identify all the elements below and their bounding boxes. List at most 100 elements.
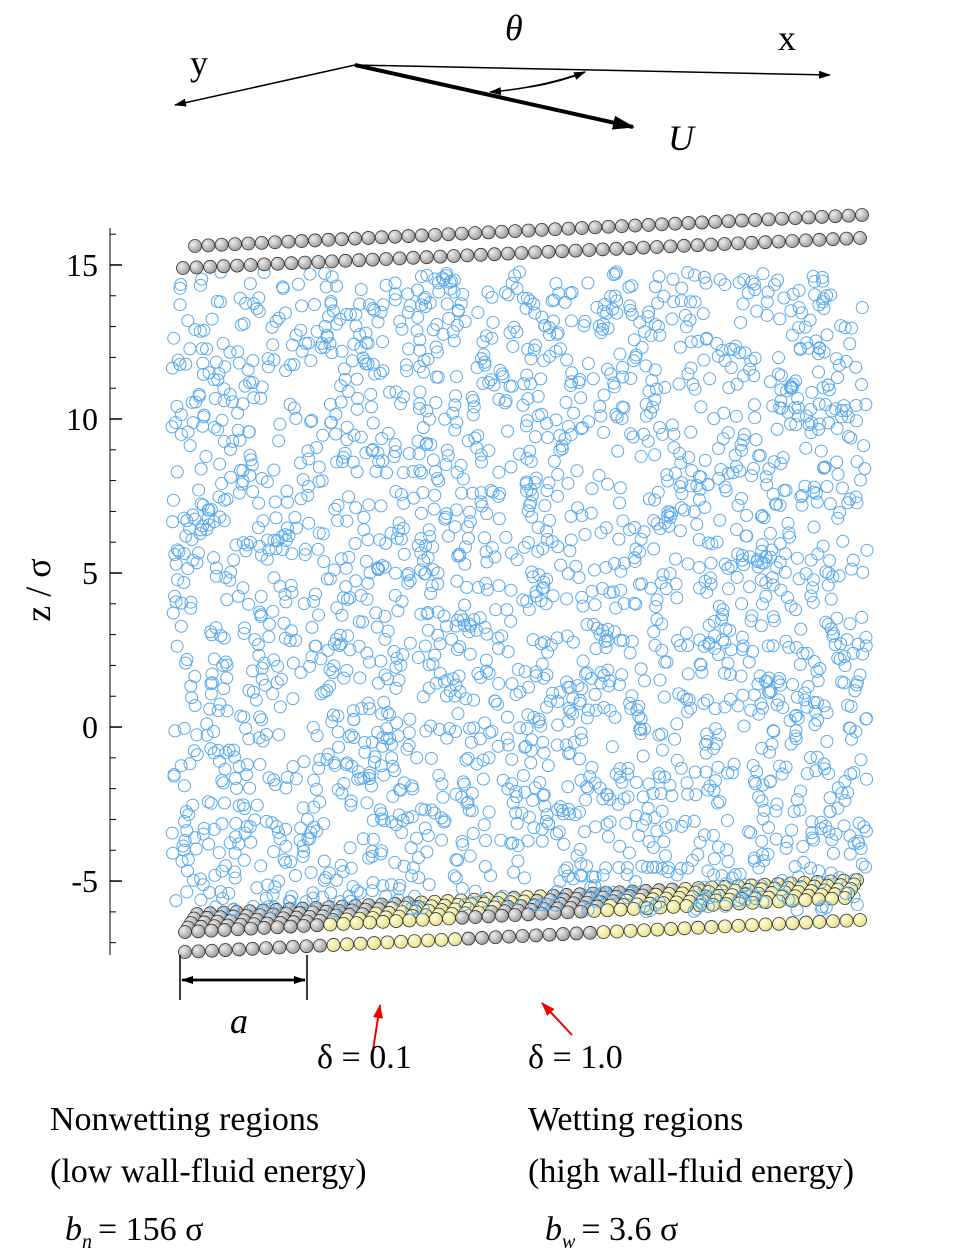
fluid-particle — [853, 668, 867, 682]
fluid-particle — [207, 420, 221, 434]
fluid-particle — [448, 423, 462, 437]
fluid-particle — [703, 372, 717, 386]
fluid-particle — [575, 733, 589, 747]
fluid-particle — [477, 348, 491, 362]
fluid-particle — [792, 284, 806, 298]
fluid-particle — [451, 303, 465, 317]
fluid-particle — [444, 274, 458, 288]
fluid-particle — [580, 711, 594, 725]
fluid-particle — [449, 787, 463, 801]
fluid-particle — [484, 483, 498, 497]
fluid-particle — [603, 674, 617, 688]
fluid-particle — [702, 636, 716, 650]
wall-atom — [460, 248, 475, 263]
wall-atom — [548, 222, 563, 237]
fluid-particle — [821, 617, 835, 631]
fluid-particle — [266, 687, 280, 701]
fluid-particle — [442, 529, 456, 543]
wall-atom — [228, 237, 242, 252]
fluid-particle — [596, 868, 610, 882]
fluid-particle — [341, 592, 355, 606]
fluid-particle — [315, 890, 329, 904]
fluid-particle — [267, 463, 281, 477]
fluid-particle — [172, 544, 186, 558]
wall-atom — [243, 258, 258, 272]
fluid-particle — [534, 637, 548, 651]
fluid-particle — [361, 576, 375, 590]
fluid-particle — [342, 490, 356, 504]
fluid-particle — [388, 445, 402, 459]
wall-atom — [636, 240, 651, 255]
wall-atom — [668, 216, 683, 231]
fluid-particle — [607, 376, 621, 390]
fluid-particle — [731, 699, 745, 713]
fluid-particle — [653, 673, 667, 687]
fluid-particle — [855, 610, 869, 624]
fluid-particle — [804, 426, 818, 440]
fluid-particle — [721, 656, 735, 670]
fluid-particle — [652, 895, 666, 909]
fluid-particle — [335, 344, 349, 358]
fluid-particle — [392, 516, 406, 530]
fluid-particle — [576, 599, 590, 613]
fluid-particle — [352, 639, 366, 653]
wall-atom — [655, 217, 669, 232]
fluid-particle — [725, 766, 739, 780]
fluid-particle — [769, 497, 783, 511]
fluid-particle — [286, 760, 300, 774]
fluid-particle — [850, 455, 864, 469]
wall-atom — [402, 913, 417, 928]
fluid-particle — [651, 485, 665, 499]
wall-atom — [414, 228, 429, 243]
fluid-particle — [674, 501, 688, 515]
fluid-particle — [859, 630, 873, 644]
fluid-particle — [371, 315, 385, 329]
fluid-particle — [204, 503, 218, 517]
fluid-particle — [407, 491, 421, 505]
fluid-particle — [788, 709, 802, 723]
fluid-particle — [350, 402, 364, 416]
fluid-particle — [346, 455, 360, 469]
fluid-particle — [302, 452, 316, 466]
fluid-particle — [289, 521, 303, 535]
fluid-particle — [392, 673, 406, 687]
fluid-particle — [181, 562, 195, 576]
fluid-particle — [575, 682, 589, 696]
fluid-particle — [744, 354, 758, 368]
fluid-particle — [233, 433, 247, 447]
fluid-particle — [418, 567, 432, 581]
fluid-particle — [384, 878, 398, 892]
fluid-particle — [528, 338, 542, 352]
fluid-particle — [831, 801, 845, 815]
fluid-particle — [600, 362, 614, 376]
fluid-particle — [613, 762, 627, 776]
wall-atom — [583, 925, 597, 940]
fluid-particle — [166, 606, 180, 620]
fluid-particle — [753, 449, 767, 463]
fluid-particle — [356, 832, 370, 846]
fluid-particle — [524, 455, 538, 469]
fluid-particle — [421, 829, 435, 843]
region-title: Nonwetting regions — [50, 1101, 319, 1138]
fluid-particle — [684, 361, 698, 375]
fluid-particle — [800, 767, 814, 781]
fluid-particle — [289, 328, 303, 342]
fluid-particle — [648, 392, 662, 406]
wall-atom — [441, 227, 456, 242]
fluid-particle — [366, 416, 380, 430]
fluid-particle — [774, 383, 788, 397]
fluid-particle — [414, 506, 428, 520]
fluid-particle — [388, 588, 402, 602]
fluid-particle — [265, 816, 279, 830]
fluid-particle — [344, 728, 358, 742]
fluid-particle — [467, 400, 481, 414]
fluid-particle — [761, 847, 775, 861]
fluid-particle — [355, 615, 369, 629]
fluid-particle — [720, 843, 734, 857]
fluid-particle — [335, 786, 349, 800]
fluid-particle — [806, 269, 820, 283]
fluid-particle — [785, 823, 799, 837]
fluid-particle — [675, 476, 689, 490]
fluid-particle — [491, 631, 505, 645]
wall-atom — [628, 218, 643, 233]
